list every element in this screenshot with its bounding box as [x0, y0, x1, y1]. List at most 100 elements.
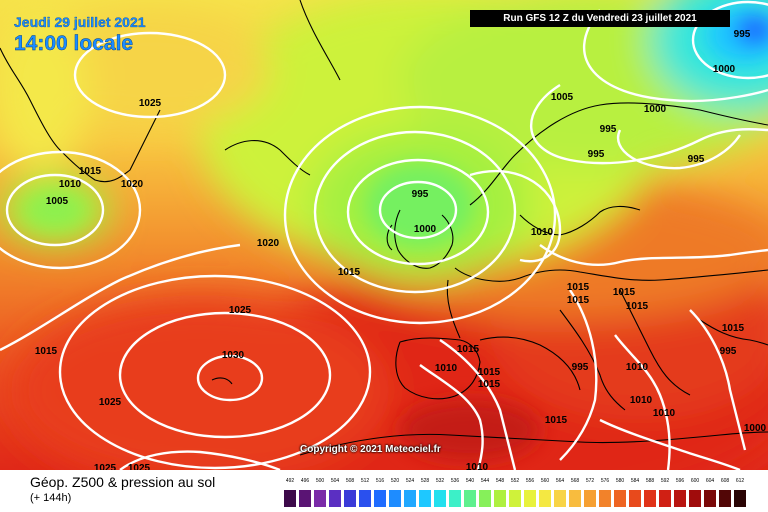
legend-value: 552: [510, 478, 520, 484]
legend-value: 576: [600, 478, 610, 484]
legend-value: 568: [570, 478, 580, 484]
map-caption: Géop. Z500 & pression au sol: [30, 474, 216, 490]
legend-swatch: [449, 490, 461, 507]
legend-swatch: [314, 490, 326, 507]
isobar-label: 995: [720, 346, 737, 357]
legend-swatch: [659, 490, 671, 507]
isobar-label: 1010: [630, 395, 653, 406]
isobar-label: 1005: [551, 92, 574, 103]
legend-value: 608: [720, 478, 730, 484]
isobar-label: 1015: [478, 367, 501, 378]
legend-value: 564: [555, 478, 565, 484]
legend-swatch: [719, 490, 731, 507]
isobar-label: 1015: [478, 379, 501, 390]
legend-value: 524: [405, 478, 415, 484]
isobar-label: 1025: [128, 463, 151, 470]
legend-swatch: [434, 490, 446, 507]
isobar-label: 995: [688, 154, 705, 165]
legend-swatch: [644, 490, 656, 507]
legend-swatch: [734, 490, 746, 507]
isobar-label: 995: [734, 29, 751, 40]
legend-value: 500: [315, 478, 325, 484]
legend-value: 560: [540, 478, 550, 484]
legend-value: 604: [705, 478, 715, 484]
isobar-label: 1010: [435, 363, 458, 374]
legend-value: 496: [300, 478, 310, 484]
legend-swatch: [344, 490, 356, 507]
legend-value: 580: [615, 478, 625, 484]
isobar-label: 1025: [229, 305, 252, 316]
legend-swatch: [599, 490, 611, 507]
legend-value: 504: [330, 478, 340, 484]
isobar-label: 1020: [257, 238, 280, 249]
isobar-label: 1025: [94, 463, 117, 470]
isobar-label: 1005: [46, 196, 69, 207]
isobar-label: 1025: [139, 98, 162, 109]
legend-value: 596: [675, 478, 685, 484]
isobar-label: 1010: [626, 362, 649, 373]
legend-swatch: [299, 490, 311, 507]
legend-value: 556: [525, 478, 535, 484]
legend-swatch: [494, 490, 506, 507]
legend-swatch: [629, 490, 641, 507]
isobar-label: 1015: [567, 282, 590, 293]
isobar-label: 1015: [722, 323, 745, 334]
isobar-label: 1025: [99, 397, 122, 408]
isobar-label: 1020: [121, 179, 144, 190]
run-banner: Run GFS 12 Z du Vendredi 23 juillet 2021: [470, 10, 730, 27]
legend-swatch: [389, 490, 401, 507]
isobar-label: 1015: [545, 415, 568, 426]
isobar-label: 995: [412, 189, 429, 200]
geopotential-field: [0, 0, 768, 470]
legend-value: 508: [345, 478, 355, 484]
legend-swatch: [479, 490, 491, 507]
isobar-label: 1000: [414, 224, 437, 235]
copyright-notice: Copyright © 2021 Meteociel.fr: [300, 444, 441, 455]
legend-value: 536: [450, 478, 460, 484]
legend-value: 520: [390, 478, 400, 484]
isobar-label: 1010: [531, 227, 554, 238]
isobar-label: 1015: [35, 346, 58, 357]
legend-swatch: [524, 490, 536, 507]
legend-swatch: [689, 490, 701, 507]
legend-swatch: [329, 490, 341, 507]
legend-value: 528: [420, 478, 430, 484]
legend-swatch: [419, 490, 431, 507]
legend-swatch: [464, 490, 476, 507]
isobar-label: 995: [588, 149, 605, 160]
isobar-label: 1010: [466, 462, 489, 470]
legend-value: 512: [360, 478, 370, 484]
forecast-time: 14:00 locale: [14, 32, 134, 55]
legend-swatch: [359, 490, 371, 507]
isobar-label: 1015: [457, 344, 480, 355]
legend-swatch: [584, 490, 596, 507]
legend-swatch: [404, 490, 416, 507]
isobar-label: 995: [600, 124, 617, 135]
legend-value: 600: [690, 478, 700, 484]
isobar-label: 1015: [567, 295, 590, 306]
forecast-date: Jeudi 29 juillet 2021: [14, 14, 146, 30]
legend-swatch: [374, 490, 386, 507]
isobar-label: 995: [572, 362, 589, 373]
legend-swatch: [704, 490, 716, 507]
isobar-label: 1000: [744, 423, 767, 434]
legend-swatch: [539, 490, 551, 507]
isobar-label: 1010: [653, 408, 676, 419]
legend-swatch: [554, 490, 566, 507]
isobar-label: 1015: [79, 166, 102, 177]
isobar-labels: 995 1000 1005 995 995 995 1025 1015 1010…: [35, 29, 767, 470]
legend-value: 492: [285, 478, 295, 484]
weather-map: 995 1000 1005 995 995 995 1025 1015 1010…: [0, 0, 768, 470]
isobar-label: 1000: [644, 104, 667, 115]
legend-value: 588: [645, 478, 655, 484]
legend-value: 516: [375, 478, 385, 484]
legend-swatch: [284, 490, 296, 507]
coastlines: [0, 0, 768, 456]
legend-value: 548: [495, 478, 505, 484]
legend-swatch: [569, 490, 581, 507]
legend-value: 584: [630, 478, 640, 484]
isobar-label: 1010: [59, 179, 82, 190]
forecast-range: (+ 144h): [30, 492, 72, 504]
isobar-label: 1015: [626, 301, 649, 312]
